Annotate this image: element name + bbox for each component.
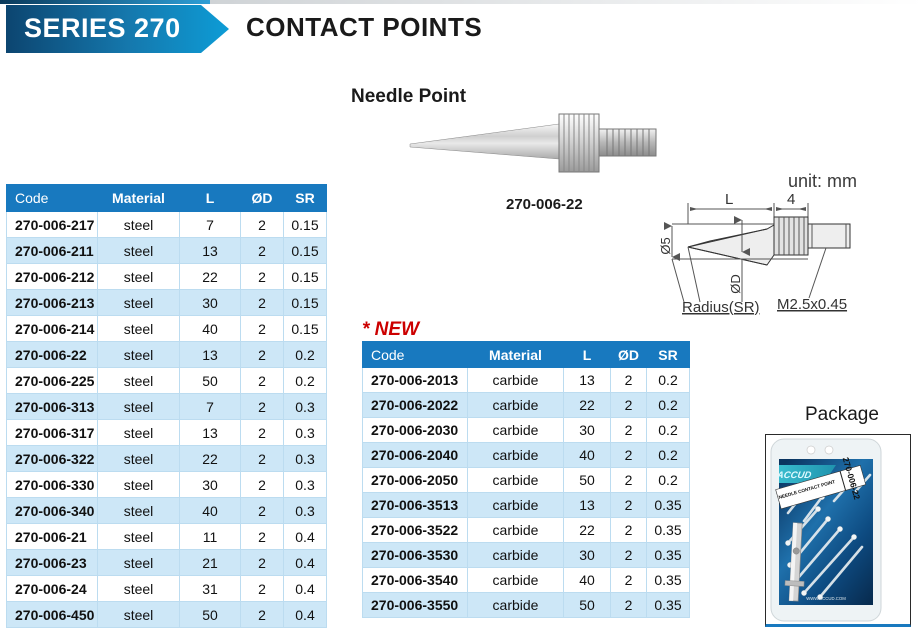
svg-text:Ø5: Ø5 xyxy=(658,237,673,254)
svg-text:L: L xyxy=(725,191,733,208)
svg-text:ØD: ØD xyxy=(728,274,743,294)
svg-text:M2.5x0.45: M2.5x0.45 xyxy=(777,296,847,313)
svg-text:Radius(SR): Radius(SR) xyxy=(682,299,760,316)
svg-text:WWW.ACCUD.COM: WWW.ACCUD.COM xyxy=(806,596,846,601)
svg-text:ACCUD: ACCUD xyxy=(775,470,812,481)
svg-text:4: 4 xyxy=(787,191,795,208)
